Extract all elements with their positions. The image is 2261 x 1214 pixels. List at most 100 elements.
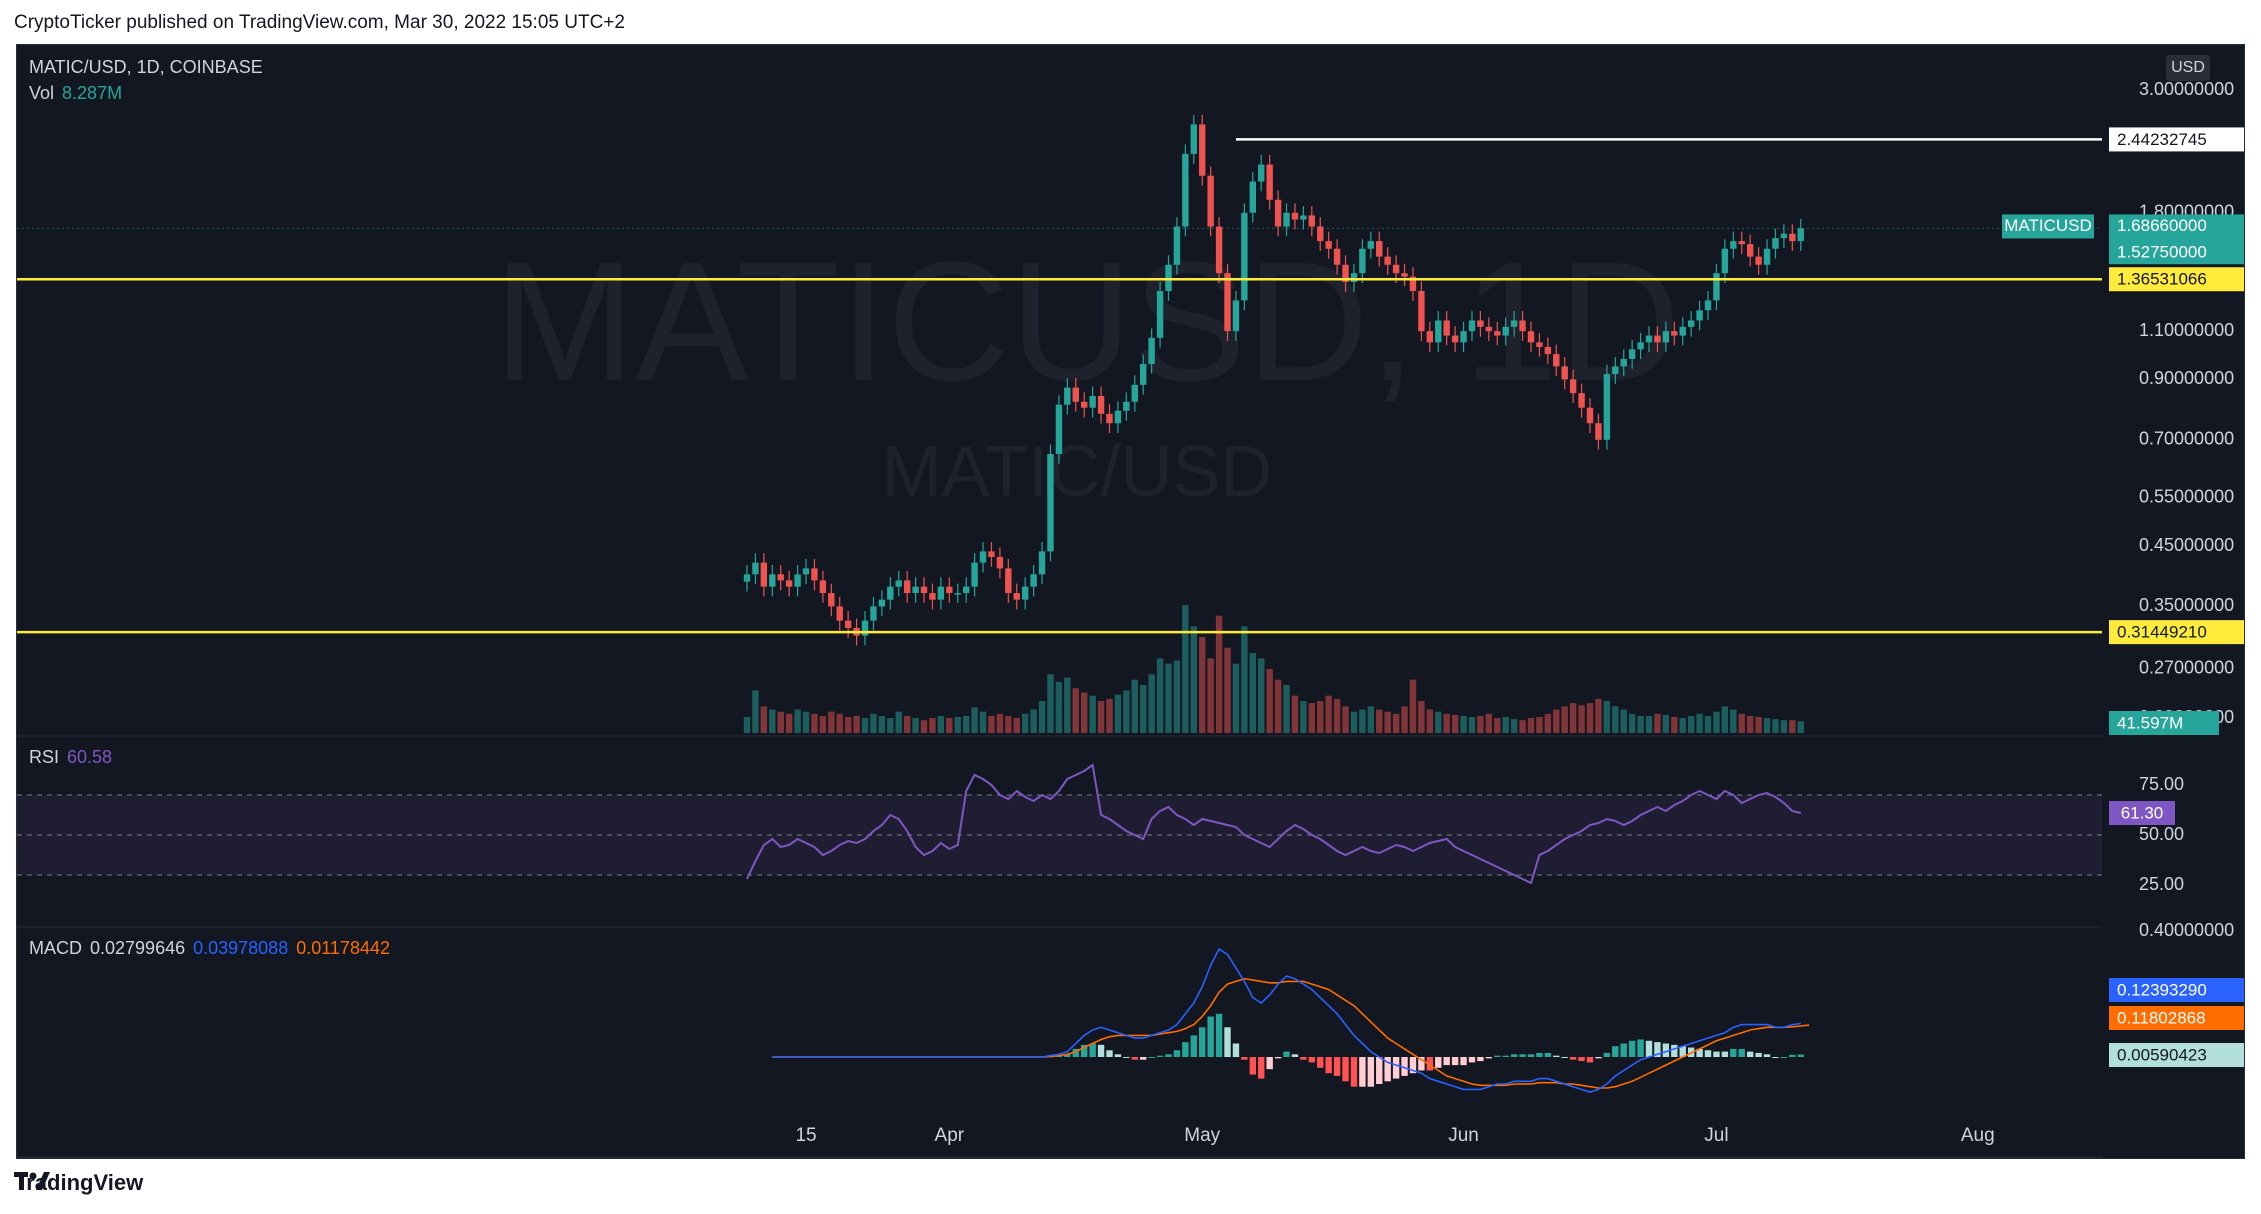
- macd-histogram-bar: [1553, 1055, 1560, 1057]
- macd-histogram-bar: [1199, 1027, 1206, 1057]
- candle-body: [1628, 349, 1636, 359]
- macd-histogram-bar: [1578, 1057, 1585, 1062]
- candle-body: [1038, 551, 1046, 575]
- candle-body: [971, 562, 978, 587]
- candle-body: [1030, 574, 1037, 587]
- macd-histogram-bar: [1114, 1054, 1122, 1057]
- level-badge-bg: [2109, 267, 2244, 292]
- macd-histogram-bar: [1569, 1057, 1577, 1060]
- symbol-badge: MATICUSD: [2004, 216, 2092, 235]
- candle-body: [1047, 453, 1054, 552]
- rsi-badge-bg: [2109, 801, 2175, 825]
- candle-body: [1258, 164, 1265, 182]
- volume-bar: [895, 711, 902, 733]
- volume-bar: [853, 715, 860, 733]
- macd-label: MACD: [29, 938, 82, 958]
- macd-histogram-bar: [1131, 1057, 1138, 1060]
- macd-histogram-bar: [1089, 1043, 1096, 1057]
- prev-price-badge: 1.52750000: [2117, 243, 2207, 262]
- candle-body: [1097, 395, 1105, 414]
- macd-histogram-bar: [1350, 1057, 1358, 1087]
- macd-badge-bg: [2109, 978, 2244, 1002]
- chart-canvas[interactable]: MATICUSD, 1DMATIC/USD3.000000001.8000000…: [17, 45, 2244, 1158]
- volume-bar: [777, 711, 784, 733]
- candle-body: [1426, 331, 1434, 343]
- macd-legend: MACD 0.02799646 0.03978088 0.01178442: [29, 938, 398, 959]
- volume-bar: [1426, 709, 1434, 733]
- candle-body: [1721, 248, 1729, 274]
- macd-histogram-bar: [1738, 1048, 1745, 1057]
- macd-histogram-bar: [1308, 1057, 1316, 1063]
- price-tick-label: 0.27000000: [2139, 658, 2234, 678]
- macd-histogram-bar: [1156, 1055, 1164, 1057]
- candle-body: [1005, 568, 1012, 594]
- candle-body: [1392, 264, 1400, 274]
- volume-bar: [1763, 718, 1771, 733]
- macd-value-1: 0.02799646: [90, 938, 186, 958]
- vol-value: 8.287M: [62, 83, 123, 103]
- macd-histogram-bar: [1165, 1054, 1172, 1057]
- volume-bar: [1114, 694, 1122, 733]
- x-axis-label: 15: [795, 1125, 816, 1146]
- candle-body: [1021, 586, 1029, 600]
- macd-histogram-bar: [1435, 1057, 1442, 1068]
- candle-body: [1089, 395, 1096, 408]
- volume-bar: [1628, 713, 1636, 733]
- candle-body: [1224, 273, 1231, 332]
- candle-body: [1687, 320, 1695, 327]
- macd-histogram-bar: [1696, 1048, 1703, 1057]
- x-axis-label: Jun: [1448, 1125, 1479, 1146]
- volume-bar: [1654, 713, 1661, 733]
- chart-area[interactable]: MATICUSD, 1D MATIC/USD 3.00000000 1.8000000…: [16, 44, 2245, 1159]
- volume-bar: [1746, 715, 1754, 733]
- volume-bar: [1595, 698, 1602, 733]
- macd-value-3: 0.01178442: [296, 938, 390, 958]
- candle-body: [1553, 354, 1560, 367]
- x-axis-label: Apr: [935, 1125, 965, 1146]
- candle-body: [1780, 233, 1788, 239]
- tradingview-logo[interactable]: TradingView: [14, 1170, 143, 1196]
- volume-badge: 41.597M: [2117, 713, 2183, 732]
- candle-body: [1460, 331, 1467, 343]
- candle-body: [1325, 241, 1332, 249]
- candle-body: [1468, 320, 1476, 332]
- volume-bar: [836, 713, 843, 733]
- volume-bar: [1106, 698, 1113, 733]
- candle-body: [1207, 175, 1214, 227]
- candle-body: [1755, 256, 1762, 265]
- volume-bar: [760, 706, 768, 733]
- macd-histogram-bar: [1544, 1052, 1552, 1057]
- volume-bar: [1249, 653, 1256, 733]
- candle-body: [1494, 331, 1501, 336]
- volume-bar: [1241, 626, 1248, 733]
- candle-body: [979, 551, 987, 563]
- candle-body: [760, 562, 768, 587]
- candle-body: [1131, 384, 1138, 402]
- macd-histogram-bar: [1460, 1057, 1467, 1066]
- macd-histogram-bar: [1333, 1057, 1341, 1076]
- volume-bar: [996, 713, 1004, 733]
- volume-bar: [1645, 715, 1653, 733]
- volume-bar: [1713, 711, 1720, 733]
- candle-body: [1359, 248, 1366, 274]
- symbol-line: MATIC/USD, 1D, COINBASE: [29, 57, 263, 77]
- candle-body: [1671, 331, 1678, 336]
- candle-body: [903, 580, 911, 594]
- candle-body: [1797, 228, 1804, 242]
- volume-bar: [769, 709, 776, 733]
- volume-bar: [920, 720, 928, 733]
- candle-body: [1746, 244, 1754, 257]
- macd-badge-bg: [2109, 1006, 2244, 1030]
- candle-body: [1527, 331, 1535, 343]
- volume-bar: [1485, 713, 1493, 733]
- candle-body: [1789, 233, 1796, 242]
- macd-histogram-bar: [1704, 1050, 1712, 1057]
- candle-body: [1190, 124, 1197, 154]
- volume-bar: [1561, 706, 1568, 733]
- volume-bar: [1477, 715, 1484, 733]
- macd-signal-line: [772, 977, 1810, 1089]
- candle-body: [1603, 374, 1611, 440]
- macd-histogram-bar: [1713, 1051, 1720, 1057]
- candle-body: [1696, 310, 1703, 321]
- volume-bar: [1140, 685, 1147, 733]
